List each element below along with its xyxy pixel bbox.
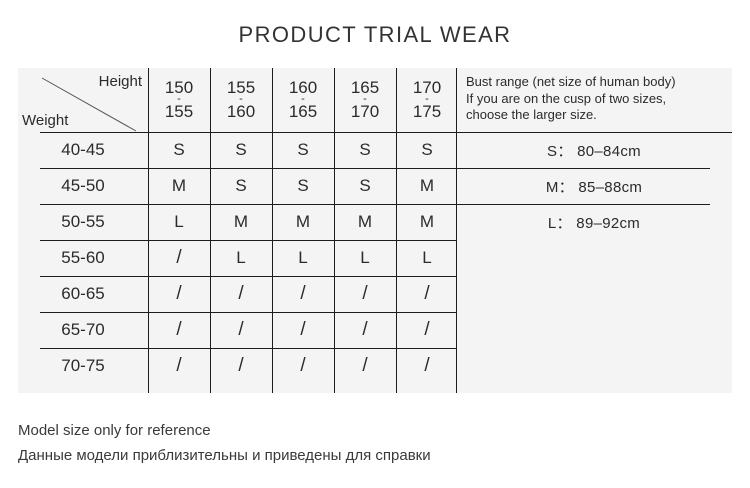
size-cell: /: [362, 319, 368, 340]
size-cell: L: [298, 248, 308, 267]
size-cell: /: [176, 355, 182, 376]
size-cell: /: [176, 319, 182, 340]
height-column-header: 165 - 170: [334, 68, 396, 132]
footer-note-en: Model size only for reference: [18, 422, 211, 439]
size-cell: L: [174, 212, 184, 231]
size-cell: /: [176, 247, 182, 268]
height-range-to: 170: [350, 102, 380, 121]
size-cell: M: [419, 176, 435, 195]
size-cell: S: [235, 176, 247, 195]
column-divider-2: [210, 68, 211, 393]
bust-range-value: S： 80–84cm: [547, 142, 641, 160]
size-cell: S: [235, 140, 247, 159]
size-cell: M: [357, 212, 373, 231]
weight-row-label: 65-70: [61, 320, 105, 339]
height-range-dash: -: [301, 93, 305, 105]
note-line: If you are on the cusp of two sizes,: [466, 90, 667, 106]
row-divider-1: [40, 168, 456, 169]
height-range-from: 150: [164, 78, 194, 98]
height-range-to: 165: [288, 102, 318, 121]
header-divider: [40, 132, 732, 133]
weight-row-label: 60-65: [61, 284, 105, 303]
size-cell: M: [419, 212, 435, 231]
size-cell: S: [359, 140, 371, 159]
size-cell: /: [362, 283, 368, 304]
height-column-header: 150 - 155: [148, 68, 210, 132]
size-cell: M: [233, 212, 249, 231]
weight-row-label: 50-55: [61, 212, 105, 231]
row-divider-3: [40, 240, 456, 241]
height-column-header: 160 - 165: [272, 68, 334, 132]
height-column-header: 155 - 160: [210, 68, 272, 132]
height-axis-label: Height: [98, 73, 142, 90]
size-cell: L: [422, 248, 432, 267]
height-range-dash: -: [177, 93, 181, 105]
size-cell: L: [360, 248, 370, 267]
size-cell: S: [297, 176, 309, 195]
column-divider-3: [272, 68, 273, 393]
column-divider-4: [334, 68, 335, 393]
note-line: Bust range (net size of human body): [466, 74, 676, 89]
weight-row-label: 55-60: [61, 248, 105, 267]
height-range-from: 170: [412, 78, 442, 98]
row-divider-6: [40, 348, 456, 349]
size-cell: M: [295, 212, 311, 231]
height-range-from: 160: [288, 78, 318, 98]
page-title: PRODUCT TRIAL WEAR: [238, 22, 512, 47]
weight-row-label: 70-75: [61, 356, 105, 375]
footer-note-ru: Данные модели приблизительны и приведены…: [18, 447, 431, 464]
row-divider-5: [40, 312, 456, 313]
size-cell: /: [424, 283, 430, 304]
weight-row-label: 45-50: [61, 176, 105, 195]
height-range-to: 175: [412, 102, 442, 121]
height-column-header: 170 - 175: [396, 68, 458, 132]
weight-row-label: 40-45: [61, 140, 105, 159]
height-range-from: 155: [226, 78, 256, 98]
size-chart-table: Height Weight 150 - 155 155 - 160 160 - …: [18, 68, 732, 393]
row-divider-2: [40, 204, 456, 205]
bust-divider-1: [456, 168, 710, 169]
size-cell: /: [300, 283, 306, 304]
size-cell: S: [421, 140, 433, 159]
size-cell: M: [171, 176, 187, 195]
note-line: choose the larger size.: [466, 107, 597, 122]
bust-divider-2: [456, 204, 710, 205]
size-cell: /: [300, 319, 306, 340]
column-divider-6: [456, 68, 457, 393]
height-range-from: 165: [350, 78, 380, 98]
weight-axis-label: Weight: [22, 112, 69, 129]
column-divider-5: [396, 68, 397, 393]
size-cell: /: [238, 319, 244, 340]
size-cell: /: [300, 355, 306, 376]
size-cell: /: [238, 355, 244, 376]
height-range-dash: -: [239, 93, 243, 105]
footer-notes: Model size only for reference Данные мод…: [18, 418, 732, 468]
height-range-dash: -: [425, 93, 429, 105]
size-cell: /: [424, 319, 430, 340]
row-divider-4: [40, 276, 456, 277]
size-cell: /: [238, 283, 244, 304]
size-cell: /: [362, 355, 368, 376]
diagonal-slash-icon: [41, 77, 137, 132]
size-cell: /: [424, 355, 430, 376]
size-cell: S: [359, 176, 371, 195]
height-range-dash: -: [363, 93, 367, 105]
table-grid: Height Weight 150 - 155 155 - 160 160 - …: [18, 68, 732, 393]
corner-header-cell: Height Weight: [18, 68, 148, 132]
size-cell: S: [173, 140, 185, 159]
size-cell: L: [236, 248, 246, 267]
bust-range-note: Bust range (net size of human body) If y…: [466, 74, 728, 124]
bust-range-value: L： 89–92cm: [547, 214, 641, 232]
column-divider-1: [148, 68, 149, 393]
bust-range-value: M： 85–88cm: [545, 178, 643, 196]
height-range-to: 155: [164, 102, 194, 121]
height-range-to: 160: [226, 102, 256, 121]
size-cell: /: [176, 283, 182, 304]
size-cell: S: [297, 140, 309, 159]
